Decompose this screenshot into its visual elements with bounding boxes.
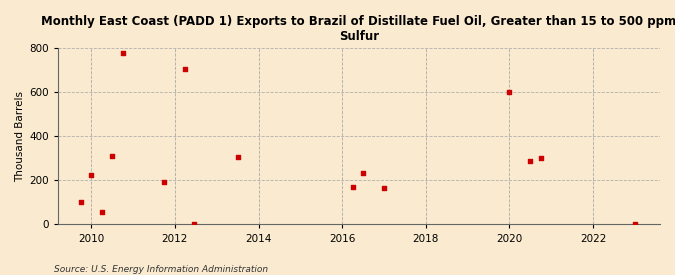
- Point: [76, 200, 86, 205]
- Point: [86, 173, 97, 177]
- Point: [159, 179, 170, 184]
- Point: [379, 186, 389, 190]
- Point: [504, 90, 515, 95]
- Point: [358, 170, 369, 175]
- Point: [630, 222, 641, 227]
- Point: [180, 67, 191, 72]
- Point: [188, 222, 199, 227]
- Point: [347, 185, 358, 189]
- Point: [117, 51, 128, 55]
- Point: [535, 156, 546, 161]
- Point: [107, 154, 117, 158]
- Text: Source: U.S. Energy Information Administration: Source: U.S. Energy Information Administ…: [54, 265, 268, 274]
- Point: [97, 210, 107, 214]
- Y-axis label: Thousand Barrels: Thousand Barrels: [15, 91, 25, 182]
- Title: Monthly East Coast (PADD 1) Exports to Brazil of Distillate Fuel Oil, Greater th: Monthly East Coast (PADD 1) Exports to B…: [41, 15, 675, 43]
- Point: [525, 158, 536, 163]
- Point: [232, 155, 243, 160]
